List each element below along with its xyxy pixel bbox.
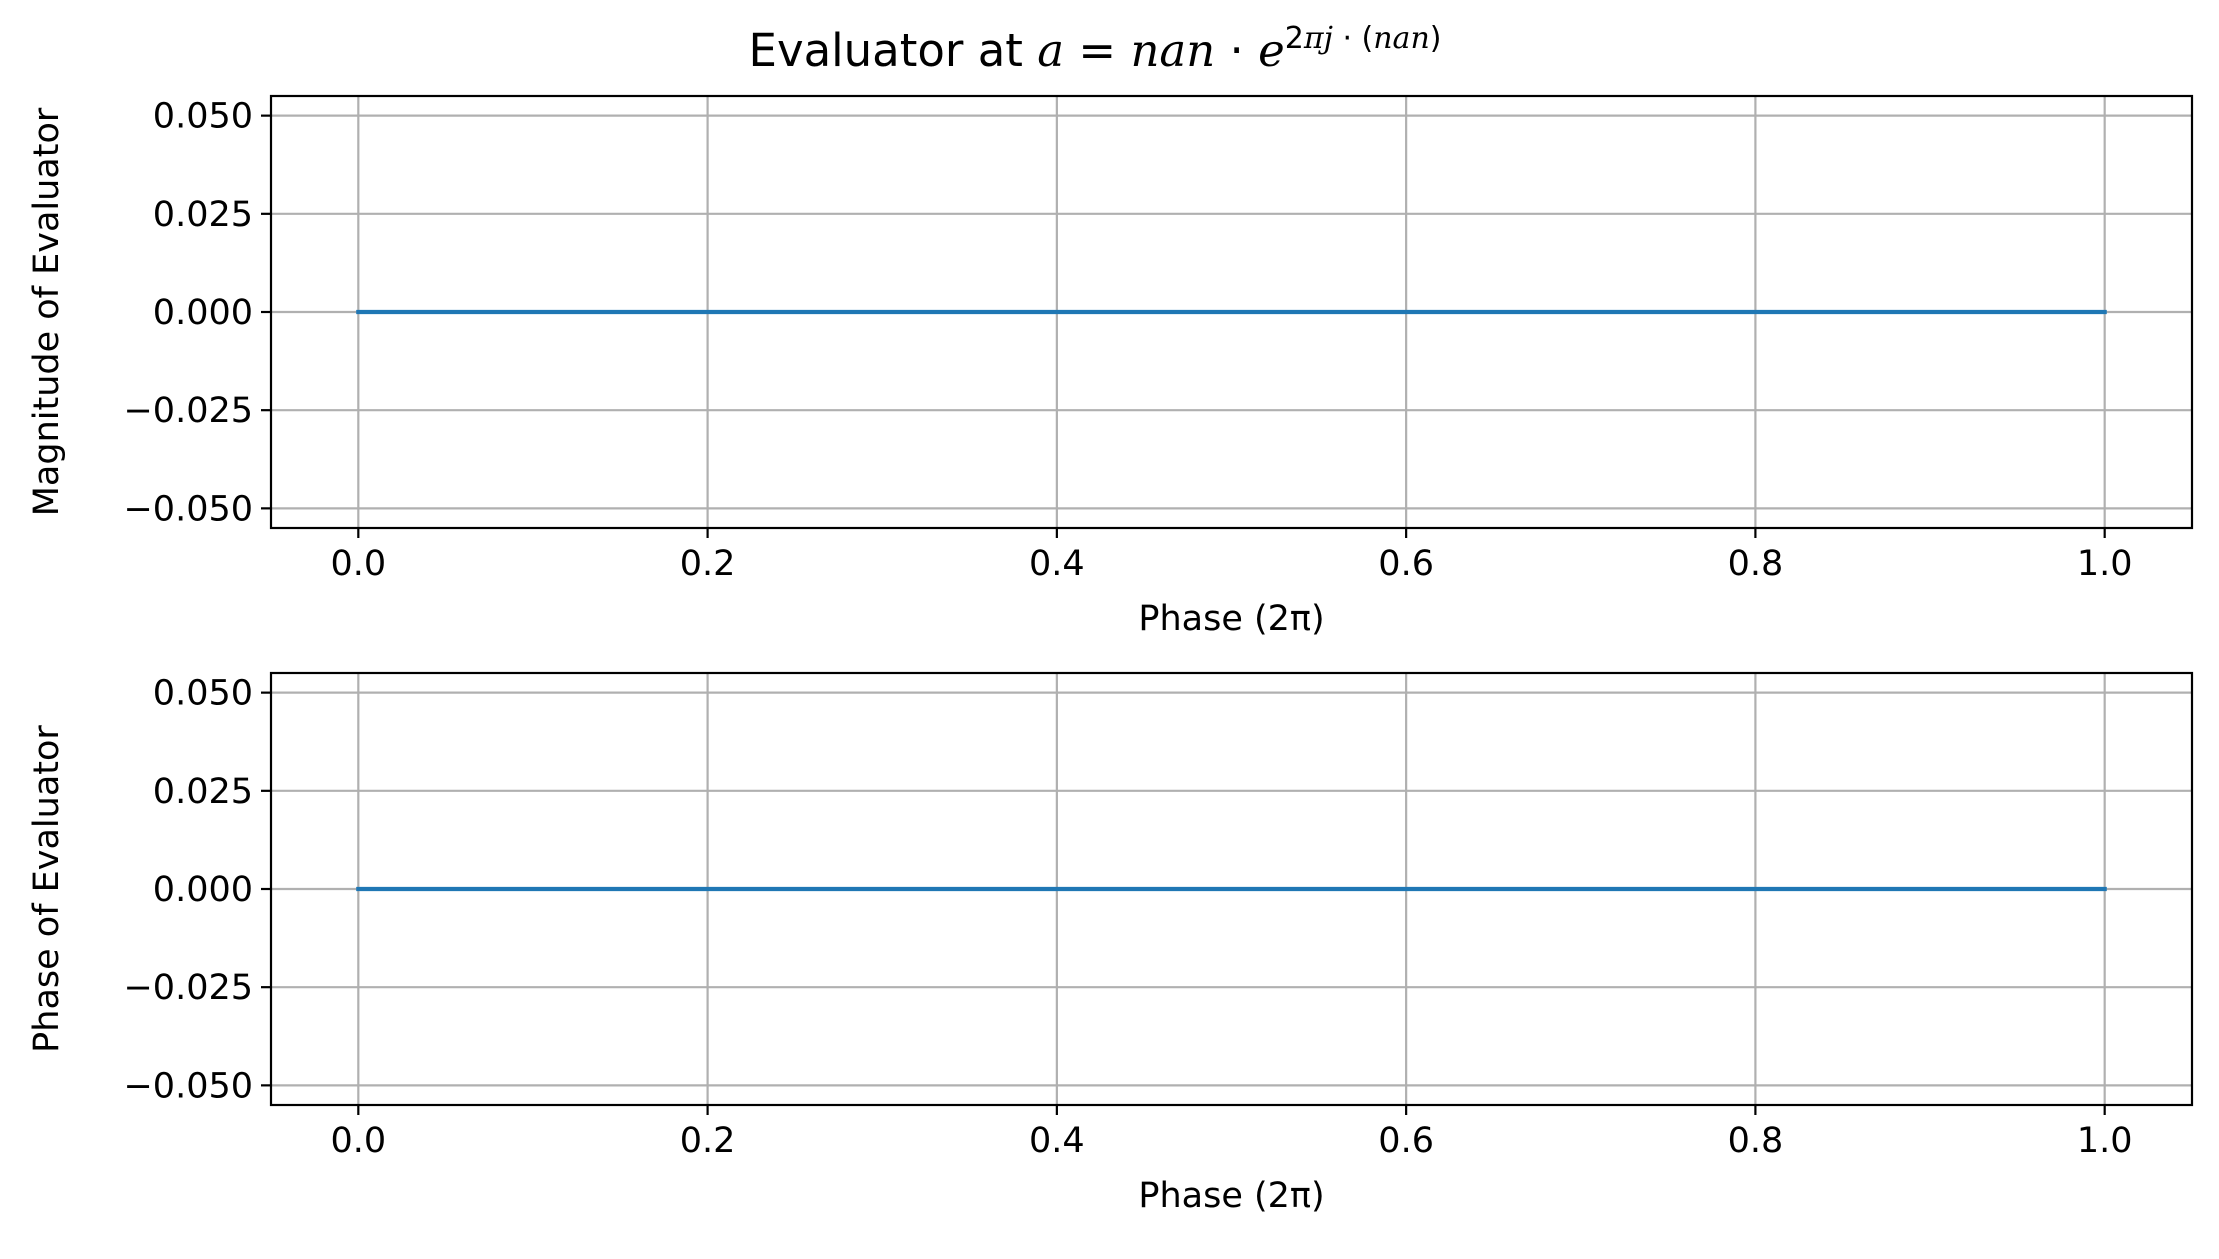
phase-x-tick-label: 1.0 — [2077, 1121, 2133, 1161]
phase-y-tick-label: −0.050 — [123, 1066, 253, 1106]
phase-x-tick-label: 0.2 — [680, 1121, 736, 1161]
magnitude-x-tick-label: 0.4 — [1029, 544, 1085, 584]
magnitude-x-tick-label: 0.8 — [1728, 544, 1784, 584]
phase-x-axis-label: Phase (2π) — [1138, 1176, 1324, 1216]
chart-title: Evaluator at a = nan · e2πj · (nan) — [749, 21, 1442, 77]
magnitude-y-axis-label: Magnitude of Evaluator — [27, 107, 67, 516]
phase-y-tick-label: 0.025 — [153, 772, 253, 812]
phase-x-tick-label: 0.4 — [1029, 1121, 1085, 1161]
magnitude-x-axis-label: Phase (2π) — [1138, 599, 1324, 639]
phase-x-tick-label: 0.8 — [1728, 1121, 1784, 1161]
magnitude-y-tick-label: 0.000 — [153, 293, 253, 333]
phase-y-tick-label: 0.000 — [153, 870, 253, 910]
magnitude-y-tick-label: 0.025 — [153, 195, 253, 235]
magnitude-x-tick-label: 1.0 — [2077, 544, 2133, 584]
phase-y-tick-label: −0.025 — [123, 968, 253, 1008]
phase-x-tick-label: 0.6 — [1378, 1121, 1434, 1161]
phase-plot: 0.0 0.2 0.4 0.6 0.8 1.0 0.050 0.025 0.000 −0.025 −… — [27, 671, 2194, 1216]
magnitude-x-tick-label: 0.2 — [680, 544, 736, 584]
magnitude-x-tick-label: 0.6 — [1378, 544, 1434, 584]
phase-y-tick-label: 0.050 — [153, 674, 253, 714]
phase-y-axis-label: Phase of Evaluator — [27, 725, 67, 1053]
magnitude-y-tick-label: −0.025 — [123, 391, 253, 431]
magnitude-x-tick-label: 0.0 — [330, 544, 386, 584]
phase-x-tick-label: 0.0 — [330, 1121, 386, 1161]
magnitude-y-tick-label: −0.050 — [123, 489, 253, 529]
magnitude-y-tick-label: 0.050 — [153, 97, 253, 137]
magnitude-plot: 0.0 0.2 0.4 0.6 0.8 1.0 0.050 0.025 0.000 −0.025 −… — [27, 94, 2194, 639]
